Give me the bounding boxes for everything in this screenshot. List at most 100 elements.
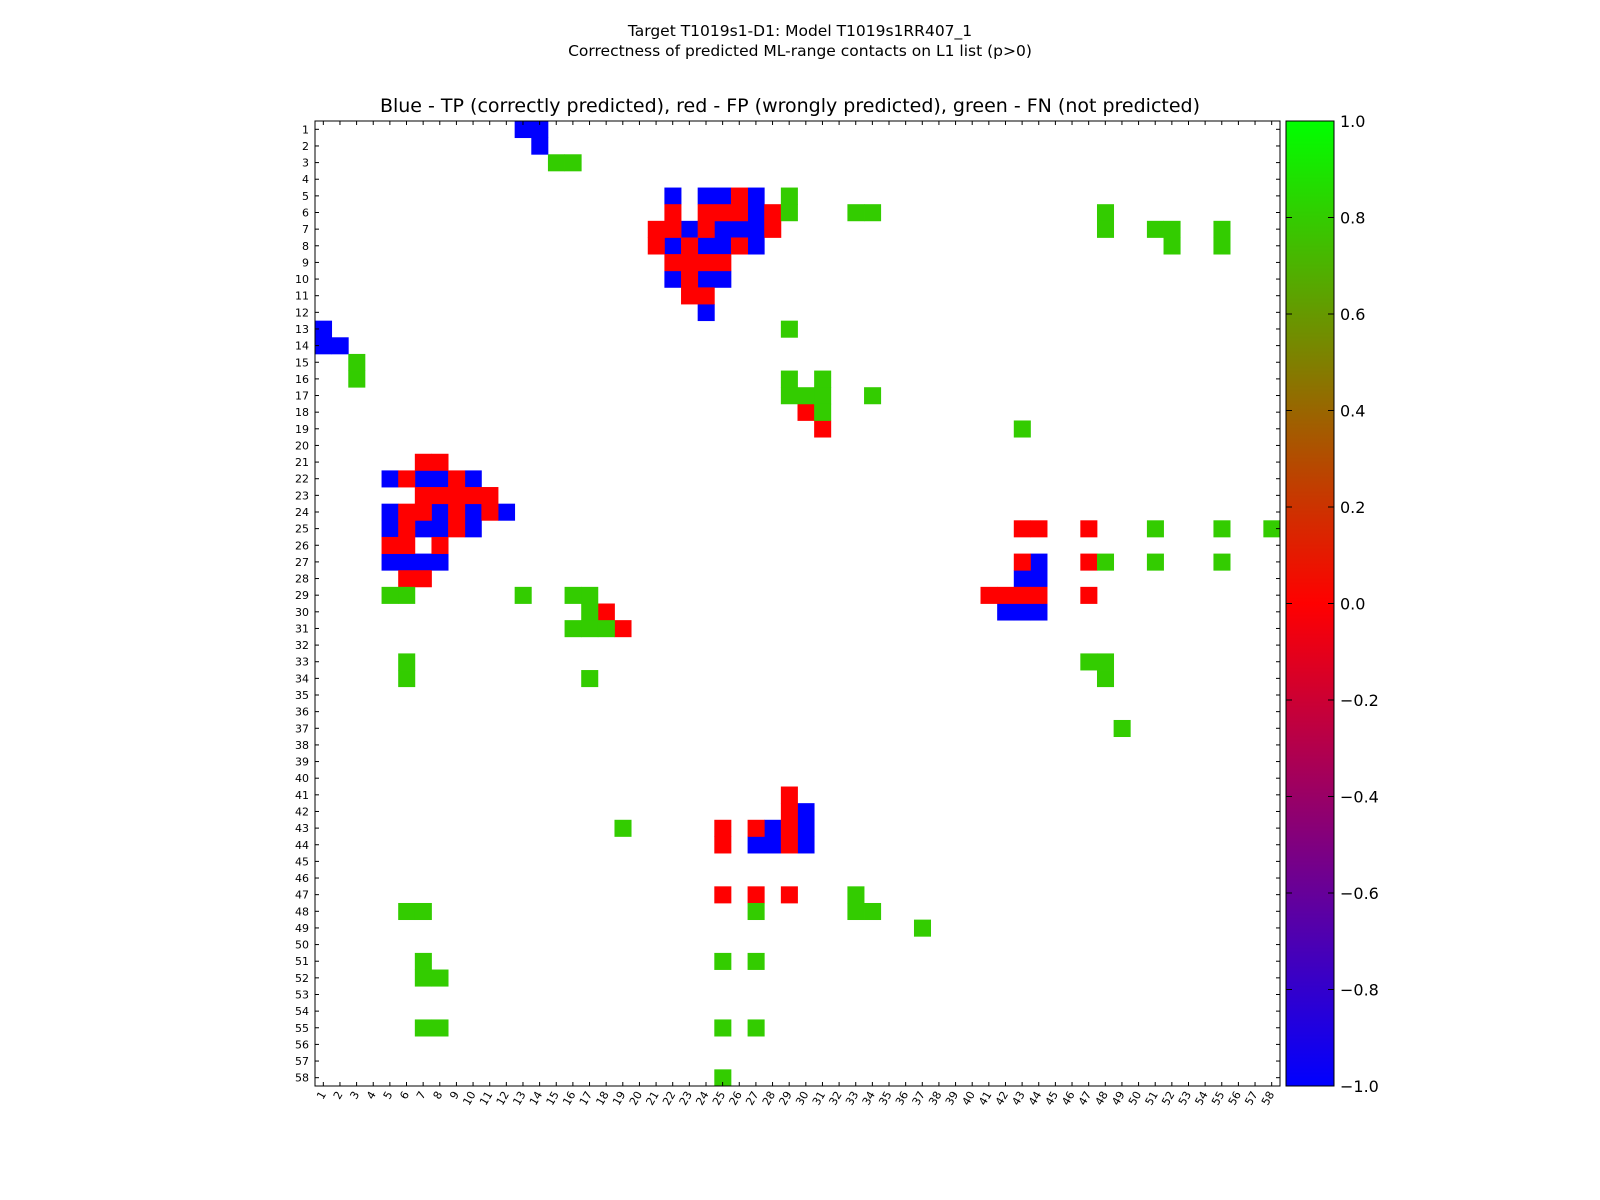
cell-tp-5-22 [664,187,682,205]
cell-fn-6-34 [864,204,882,222]
cell-tp-28-43 [1013,570,1031,588]
y-tick-label: 21 [295,456,309,469]
cell-fp-47-27 [747,886,765,904]
cell-fn-25-55 [1213,520,1231,538]
y-tick-label: 28 [295,573,309,586]
cell-fn-55-27 [747,1019,765,1037]
x-tick-label: 15 [544,1089,562,1108]
cell-tp-10-22 [664,270,682,288]
y-tick-label: 32 [295,639,309,652]
cell-fn-37-49 [1113,719,1131,738]
x-tick-label: 16 [560,1089,578,1108]
cell-fn-3-16 [564,154,582,172]
cell-tp-22-7 [414,470,432,488]
cell-tp-2-14 [531,137,549,155]
cell-fn-48-6 [398,902,416,921]
cell-fp-25-9 [448,520,466,538]
x-tick-label: 45 [1043,1089,1061,1108]
cell-tp-7-26 [730,220,748,238]
cell-tp-5-24 [697,187,715,205]
cell-fp-23-11 [481,487,499,505]
cell-fn-29-17 [581,586,599,604]
x-tick-label: 12 [494,1089,512,1108]
x-tick-label: 39 [943,1089,961,1108]
x-tick-label: 14 [527,1089,545,1108]
x-tick-label: 32 [826,1089,844,1108]
y-tick-label: 6 [302,207,309,220]
y-tick-label: 5 [302,190,309,203]
cell-tp-44-30 [797,836,815,854]
colorbar-tick-label: 0.4 [1340,402,1365,421]
cell-fp-47-29 [780,886,798,904]
y-tick-label: 52 [295,972,309,985]
x-tick-label: 23 [677,1089,695,1108]
cell-tp-43-30 [797,819,815,837]
y-tick-label: 33 [295,656,309,669]
x-tick-label: 41 [976,1089,994,1108]
cell-fn-48-33 [847,902,865,921]
y-tick-label: 54 [295,1005,309,1018]
cell-fn-7-52 [1163,220,1181,238]
y-tick-label: 39 [295,756,309,769]
x-tick-label: 21 [643,1089,661,1108]
x-tick-label: 53 [1176,1089,1194,1108]
cell-fn-18-31 [814,403,832,421]
y-tick-label: 41 [295,789,309,802]
x-tick-label: 52 [1159,1089,1177,1108]
cell-fp-9-24 [697,254,715,272]
colorbar-axis: 1.0 0.8 0.6 0.4 0.2 0.0 −0.2 −0.4 −0.6 −0.8 −1.0 [1286,112,1379,1096]
cell-tp-25-7 [414,520,432,538]
cell-fn-17-30 [797,387,815,405]
y-tick-label: 20 [295,439,309,452]
y-tick-label: 17 [295,390,309,403]
cell-fn-34-48 [1096,670,1115,688]
chart-title: Blue - TP (correctly predicted), red - F… [380,95,1200,117]
y-tick-label: 40 [295,772,309,785]
y-tick-label: 24 [295,506,309,519]
cell-tp-27-7 [414,553,432,571]
cell-fp-9-23 [681,254,699,272]
y-tick-label: 48 [295,905,309,918]
cell-fp-6-26 [730,204,748,222]
cell-fp-24-11 [481,503,499,521]
cell-fp-9-22 [664,254,682,272]
y-tick-label: 10 [295,273,309,286]
x-tick-label: 27 [743,1089,761,1108]
x-tick-label: 24 [693,1089,711,1108]
cell-fp-47-25 [714,886,732,904]
cell-fn-33-48 [1096,653,1115,671]
cell-fp-29-42 [997,586,1015,604]
y-tick-label: 29 [295,589,309,602]
x-tick-label: 17 [577,1089,595,1108]
y-tick-label: 46 [295,872,309,885]
cell-fp-9-25 [714,254,732,272]
cell-tp-27-5 [381,553,399,571]
x-tick-label: 8 [431,1089,446,1102]
y-tick-label: 3 [302,157,309,170]
cell-tp-44-27 [747,836,765,854]
cell-fn-27-51 [1146,553,1164,571]
x-tick-label: 50 [1126,1089,1144,1108]
y-tick-label: 18 [295,406,309,419]
cell-fp-23-10 [464,487,482,505]
cell-fp-8-23 [681,237,699,255]
cell-tp-30-42 [997,603,1015,621]
y-tick-label: 53 [295,988,309,1001]
cell-fn-33-6 [398,653,416,671]
cell-fn-51-7 [414,952,432,970]
cell-fp-24-9 [448,503,466,521]
y-tick-label: 31 [295,622,309,635]
cell-fp-29-47 [1080,586,1098,604]
figure-suptitle-line2: Correctness of predicted ML-range contac… [568,42,1032,60]
cell-tp-7-27 [747,220,765,238]
cell-tp-7-25 [714,220,732,238]
cell-tp-8-27 [747,237,765,255]
cell-fn-55-8 [431,1019,449,1037]
x-tick-label: 18 [594,1089,612,1108]
y-tick-label: 14 [295,340,309,353]
cell-fp-43-25 [714,819,732,837]
cell-fn-34-17 [581,670,599,688]
cell-fn-48-34 [864,902,882,921]
cell-fn-29-13 [514,586,532,604]
